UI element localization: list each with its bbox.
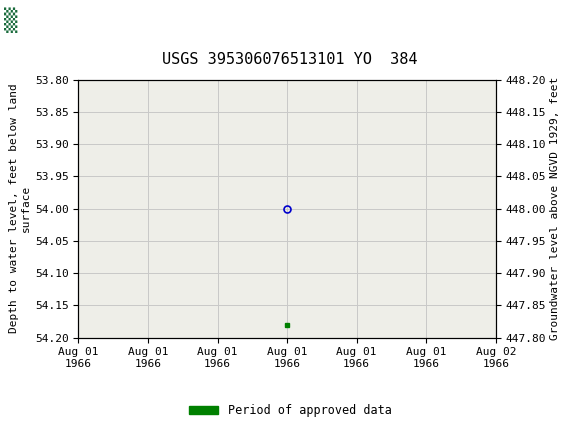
Text: ▒: ▒ (4, 8, 17, 33)
Y-axis label: Depth to water level, feet below land
surface: Depth to water level, feet below land su… (9, 84, 31, 333)
FancyBboxPatch shape (3, 3, 55, 37)
Text: USGS: USGS (23, 13, 70, 28)
Text: USGS 395306076513101 YO  384: USGS 395306076513101 YO 384 (162, 52, 418, 67)
Legend: Period of approved data: Period of approved data (184, 399, 396, 422)
Y-axis label: Groundwater level above NGVD 1929, feet: Groundwater level above NGVD 1929, feet (550, 77, 560, 340)
